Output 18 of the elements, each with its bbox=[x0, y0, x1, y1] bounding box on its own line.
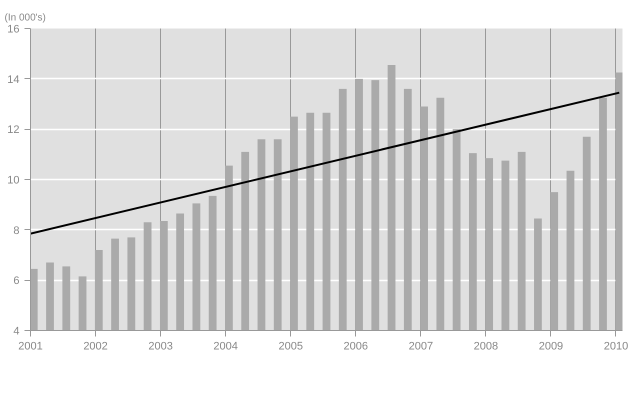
y-tick-label: 14 bbox=[7, 74, 20, 86]
x-tick-label: 2008 bbox=[474, 340, 498, 352]
x-tick-label: 2003 bbox=[148, 340, 173, 352]
y-tick-label: 4 bbox=[13, 326, 20, 338]
y-tick-label: 16 bbox=[7, 24, 20, 36]
y-tick-label: 10 bbox=[7, 174, 20, 186]
x-tick-label: 2001 bbox=[18, 340, 43, 352]
y-tick-label: 12 bbox=[7, 124, 20, 136]
x-tick-label: 2002 bbox=[83, 340, 108, 352]
x-tick-label: 2010 bbox=[604, 340, 628, 352]
x-tick-label: 2009 bbox=[538, 340, 564, 352]
x-tick-label: 2006 bbox=[344, 340, 368, 352]
x-tick-label: 2005 bbox=[278, 340, 303, 352]
y-tick-label: 6 bbox=[13, 275, 20, 288]
y-tick-label: 8 bbox=[13, 224, 20, 237]
x-tick-label: 2007 bbox=[408, 340, 434, 352]
y-axis-title: (In 000's) bbox=[4, 12, 46, 24]
x-tick-label: 2004 bbox=[213, 340, 238, 352]
